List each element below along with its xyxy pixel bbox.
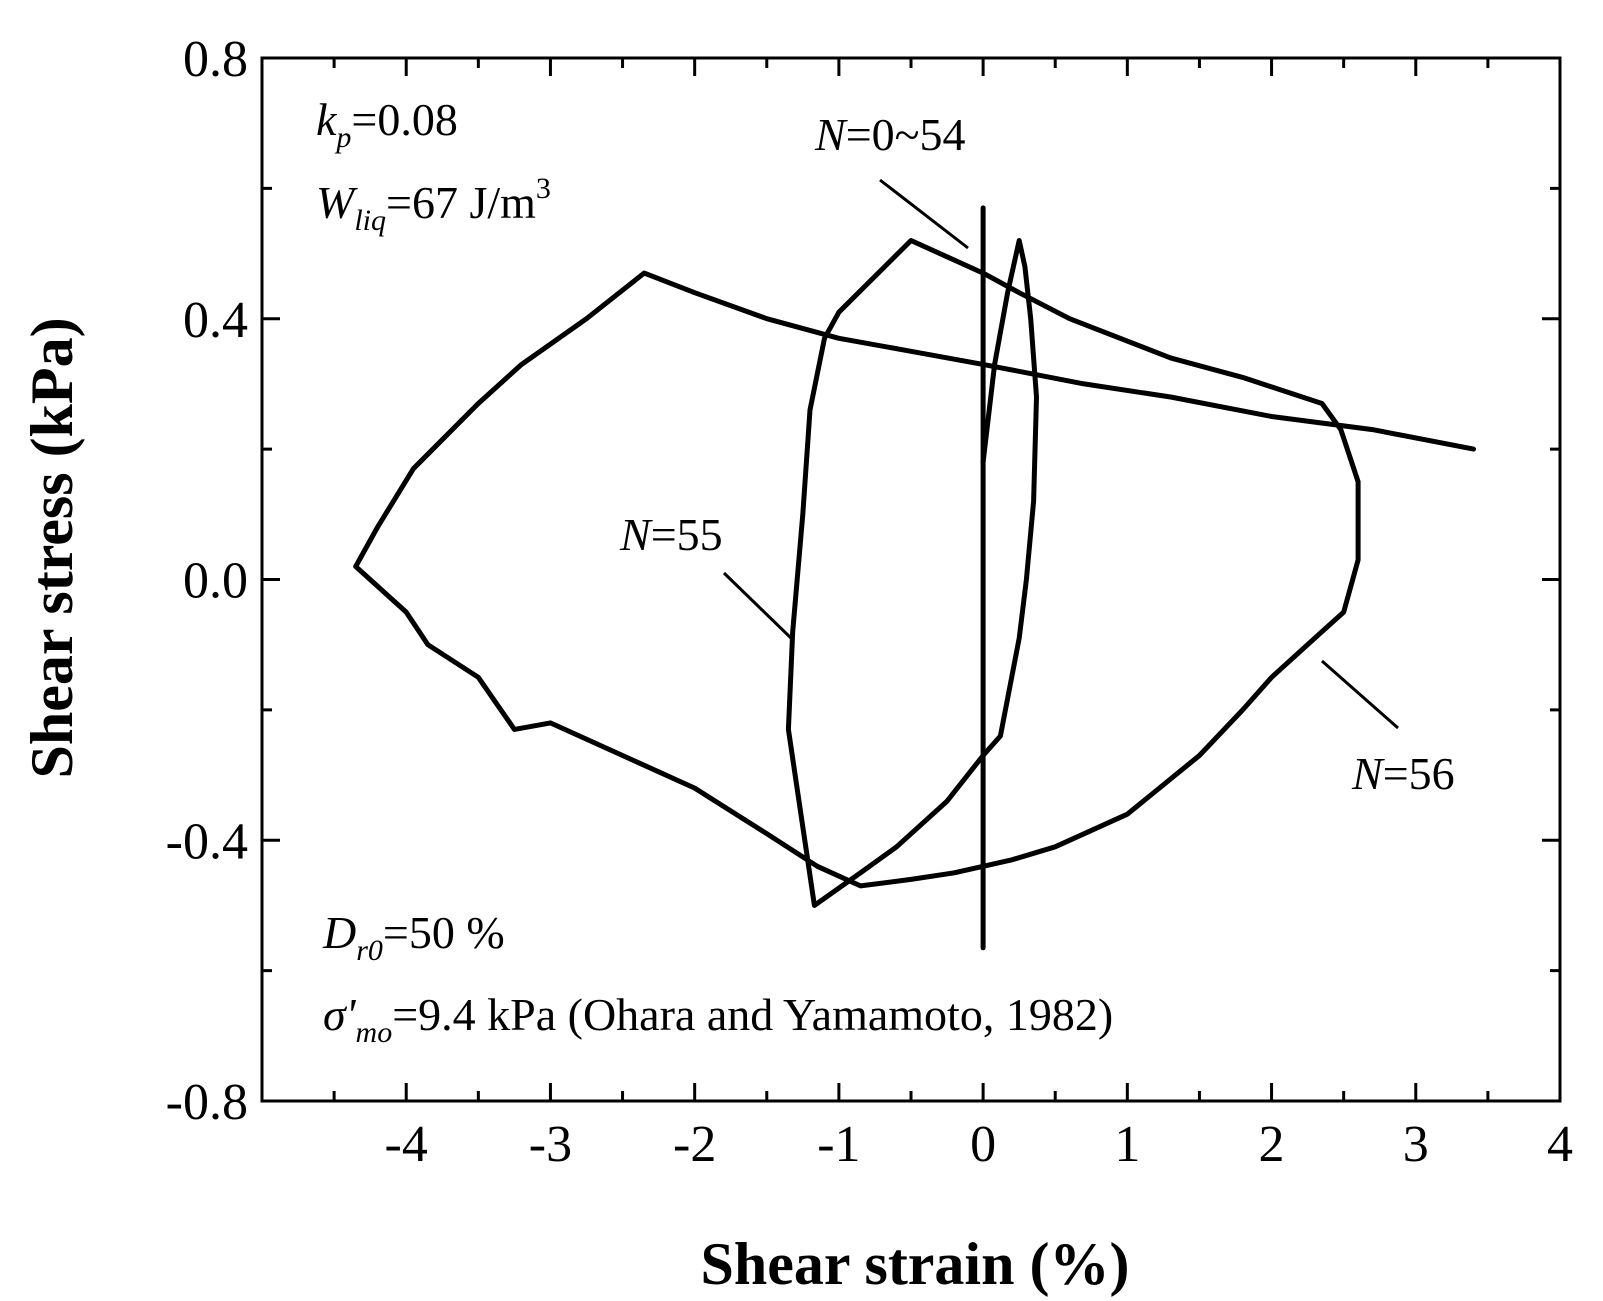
- y-axis-title: Shear stress (kPa): [19, 317, 85, 778]
- x-tick-label: -1: [817, 1116, 860, 1173]
- annotation-wliq: Wliq=67 J/m3: [316, 172, 551, 237]
- label-n56: N=56: [1351, 748, 1455, 799]
- label-n55: N=55: [619, 509, 723, 560]
- y-tick-label: -0.4: [166, 813, 248, 870]
- x-tick-label: -2: [673, 1116, 716, 1173]
- x-axis-tick-labels: -4 -3 -2 -1 0 1 2 3 4: [385, 1116, 1573, 1173]
- leader-n56: [1321, 659, 1399, 730]
- annotation-sigma: σ'mo=9.4 kPa (Ohara and Yamamoto, 1982): [323, 989, 1113, 1049]
- series-group: [353, 205, 1476, 951]
- y-tick-label: 0.4: [183, 292, 248, 349]
- x-tick-label: 4: [1547, 1116, 1573, 1173]
- y-tick-label: -0.8: [166, 1074, 248, 1131]
- leader-n054: [879, 178, 969, 250]
- y-axis-ticks: [262, 56, 1560, 1103]
- series-line-1: [353, 238, 1476, 908]
- y-tick-label: 0.0: [183, 553, 248, 610]
- x-axis-ticks: [260, 58, 1562, 1101]
- x-tick-label: 3: [1403, 1116, 1429, 1173]
- x-axis-title: Shear strain (%): [701, 1231, 1130, 1297]
- x-tick-label: 2: [1259, 1116, 1285, 1173]
- x-tick-label: -4: [385, 1116, 428, 1173]
- y-tick-label: 0.8: [183, 31, 248, 88]
- annotation-kp: kp=0.08: [316, 94, 458, 154]
- y-axis-tick-labels: -0.8 -0.4 0.0 0.4 0.8: [166, 31, 248, 1131]
- leader-n55: [722, 571, 795, 642]
- x-tick-label: 1: [1114, 1116, 1140, 1173]
- x-tick-label: -3: [529, 1116, 572, 1173]
- label-n054: N=0~54: [814, 109, 966, 160]
- annotation-dr0: Dr0=50 %: [322, 907, 505, 967]
- x-tick-label: 0: [970, 1116, 996, 1173]
